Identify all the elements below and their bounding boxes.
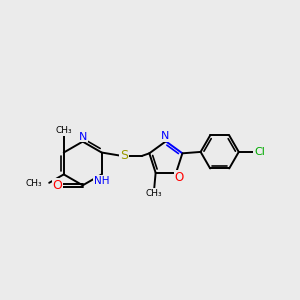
Text: NH: NH [94,176,110,186]
Text: CH₃: CH₃ [56,126,72,135]
Text: N: N [79,131,87,142]
Text: O: O [52,179,62,192]
Text: CH₃: CH₃ [146,189,163,198]
Text: S: S [120,149,128,162]
Text: CH₃: CH₃ [25,179,42,188]
Text: Cl: Cl [254,147,265,157]
Text: N: N [161,131,170,141]
Text: O: O [175,171,184,184]
